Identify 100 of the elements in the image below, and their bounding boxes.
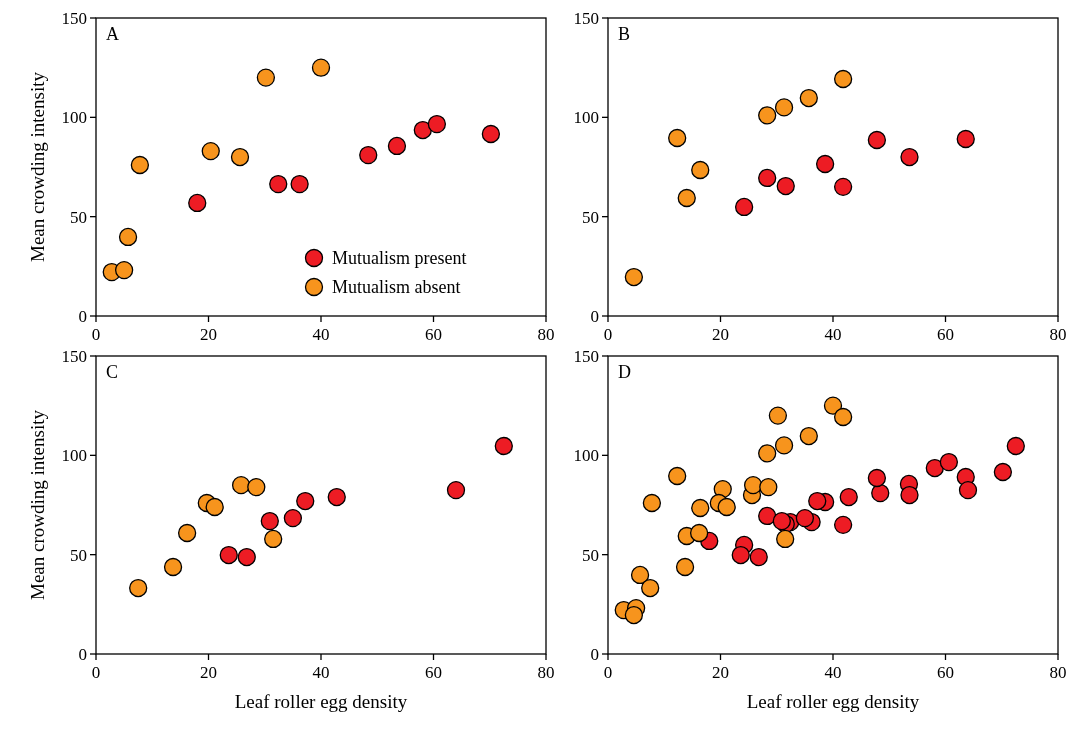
- y-tick-label: 0: [78, 644, 87, 664]
- point: [260, 511, 279, 531]
- point: [749, 547, 768, 567]
- point: [956, 129, 975, 149]
- point: [815, 154, 835, 174]
- point: [808, 491, 827, 511]
- point: [624, 267, 644, 287]
- point: [296, 491, 315, 511]
- point: [799, 426, 818, 446]
- x-tick-label: 20: [200, 325, 217, 344]
- x-tick-label: 0: [91, 663, 101, 682]
- point: [118, 227, 138, 247]
- legend-label: Mutualism present: [332, 248, 467, 269]
- point: [677, 188, 696, 208]
- x-axis-title: Leaf roller egg density: [746, 691, 920, 712]
- point: [264, 529, 283, 549]
- point: [624, 605, 644, 625]
- point: [939, 452, 959, 472]
- point: [675, 557, 695, 577]
- point: [630, 565, 650, 585]
- point: [387, 136, 407, 156]
- point: [237, 547, 256, 567]
- x-tick-label: 60: [425, 663, 442, 682]
- point: [668, 128, 687, 148]
- point: [205, 497, 224, 517]
- point: [668, 466, 687, 486]
- x-tick-label: 60: [937, 325, 954, 344]
- y-tick-label: 150: [61, 346, 87, 366]
- point: [833, 69, 853, 89]
- y-tick-label: 50: [582, 545, 599, 565]
- x-tick-label: 20: [712, 663, 729, 682]
- point: [283, 508, 303, 528]
- point: [839, 487, 858, 507]
- point: [758, 168, 777, 188]
- point: [247, 477, 266, 497]
- y-tick-label: 50: [70, 207, 87, 227]
- y-tick-label: 50: [70, 545, 87, 565]
- y-tick-label: 100: [573, 446, 599, 466]
- x-tick-label: 60: [425, 325, 442, 344]
- point: [689, 523, 709, 543]
- point: [774, 436, 794, 455]
- point: [867, 468, 887, 488]
- point: [481, 124, 501, 144]
- point: [768, 406, 788, 425]
- x-tick-label: 0: [603, 663, 613, 682]
- point: [900, 147, 919, 167]
- point: [731, 545, 750, 565]
- y-tick-label: 0: [590, 306, 599, 326]
- point: [867, 130, 887, 150]
- x-tick-label: 80: [537, 325, 555, 344]
- point: [327, 487, 346, 507]
- x-tick-label: 40: [824, 663, 842, 682]
- point: [833, 177, 853, 197]
- x-tick-label: 80: [537, 663, 555, 682]
- point: [774, 98, 794, 117]
- y-tick-label: 0: [590, 644, 599, 664]
- point: [776, 176, 795, 196]
- point: [494, 436, 513, 456]
- x-tick-label: 20: [712, 325, 729, 344]
- legend-label: Mutualism absent: [332, 277, 461, 298]
- y-tick-label: 0: [78, 306, 87, 326]
- point: [413, 120, 432, 140]
- point: [114, 260, 134, 280]
- point: [776, 529, 795, 549]
- point: [177, 523, 197, 543]
- point: [691, 498, 710, 518]
- point: [900, 485, 919, 505]
- chart-title: D: [618, 362, 631, 382]
- x-tick-label: 0: [91, 325, 101, 344]
- point: [734, 197, 754, 217]
- x-tick-label: 40: [312, 325, 330, 344]
- point: [188, 193, 207, 213]
- point: [446, 480, 466, 500]
- point: [642, 493, 662, 513]
- point: [958, 480, 978, 500]
- point: [231, 475, 251, 495]
- chart-title: B: [618, 24, 631, 44]
- point: [833, 515, 853, 535]
- point: [311, 58, 331, 77]
- point: [758, 444, 777, 463]
- chart-title: A: [106, 24, 119, 44]
- y-tick-label: 100: [61, 446, 87, 466]
- x-tick-label: 0: [603, 325, 613, 344]
- chart-title: C: [106, 362, 119, 382]
- point: [129, 578, 148, 598]
- point: [359, 145, 378, 165]
- point: [758, 506, 777, 526]
- point: [163, 557, 183, 577]
- point: [871, 483, 890, 503]
- x-tick-label: 60: [937, 663, 954, 682]
- x-tick-label: 40: [312, 663, 330, 682]
- point: [256, 68, 276, 87]
- point: [772, 511, 791, 531]
- point: [795, 508, 815, 528]
- point: [201, 141, 220, 161]
- x-tick-label: 20: [200, 663, 217, 682]
- point: [219, 545, 238, 565]
- point: [799, 88, 818, 108]
- y-tick-label: 50: [582, 207, 599, 227]
- x-axis-title: Leaf roller egg density: [234, 691, 408, 712]
